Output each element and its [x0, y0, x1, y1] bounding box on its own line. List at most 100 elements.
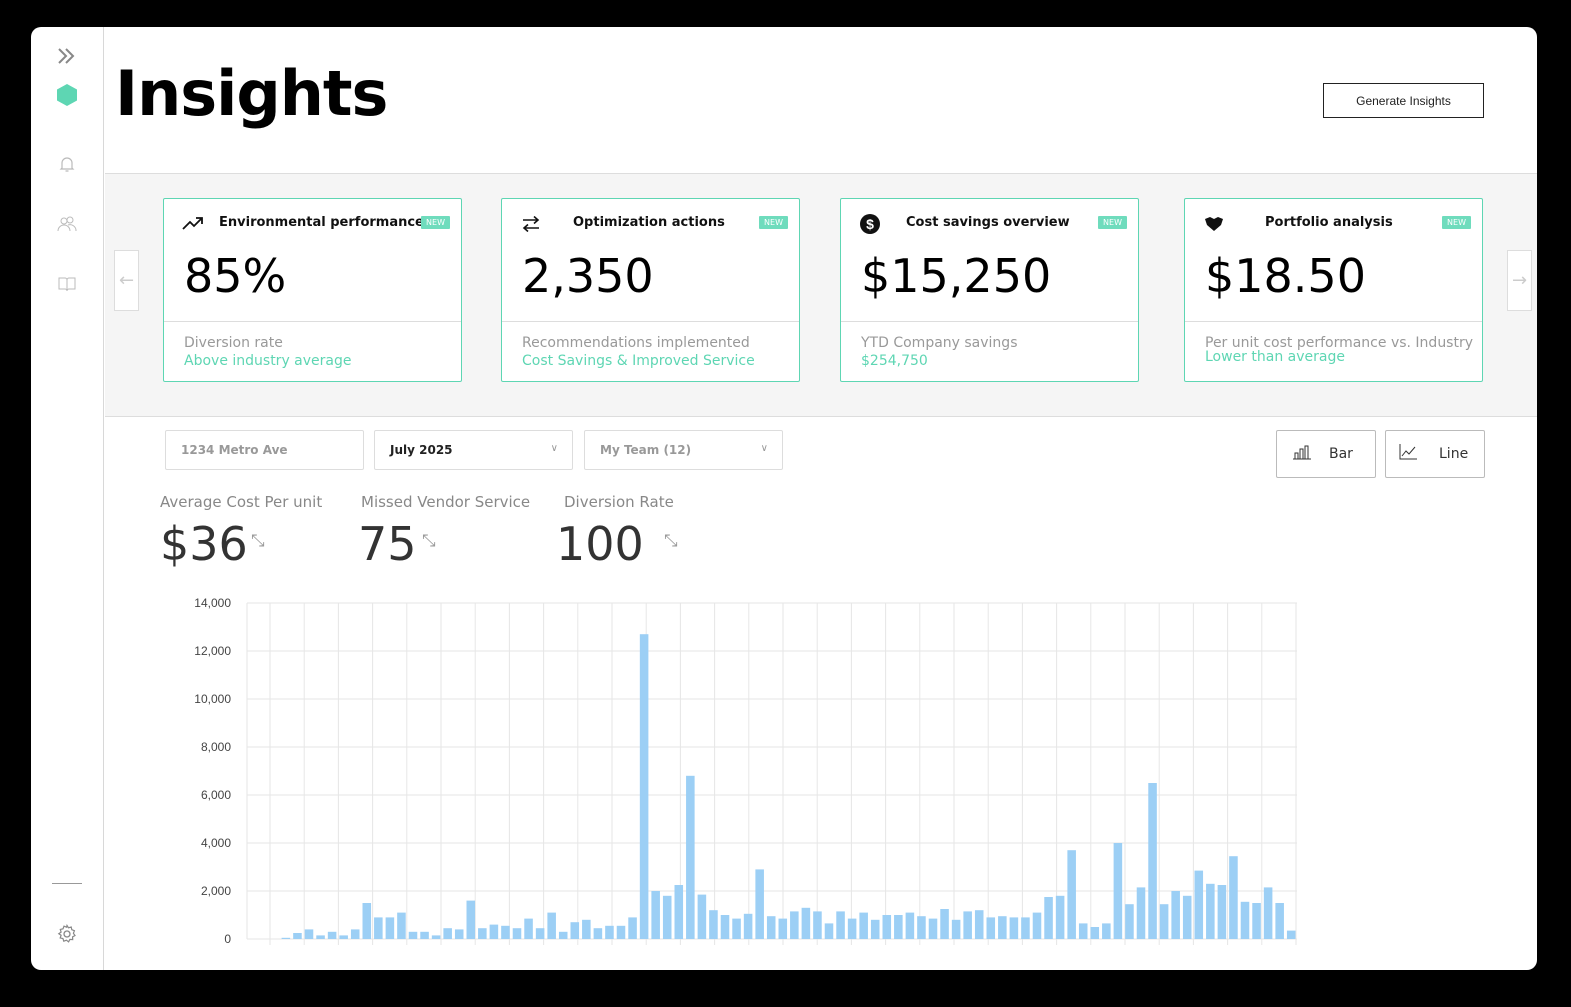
insight-card-portfolio[interactable]: Portfolio analysis NEW $18.50 Per unit c… [1184, 198, 1483, 382]
card-divider [841, 321, 1138, 322]
bar [720, 915, 730, 939]
y-tick-label: 2,000 [201, 884, 231, 898]
card-value: 2,350 [522, 249, 654, 303]
new-badge: NEW [421, 216, 450, 229]
bar [570, 922, 580, 939]
bar-chart-icon [1293, 444, 1311, 464]
bar [1136, 887, 1146, 939]
bar-label: Bar [1329, 446, 1353, 462]
bar [1125, 904, 1134, 939]
bar [593, 928, 603, 939]
bar [1263, 887, 1273, 939]
bar [374, 917, 383, 939]
bar [697, 894, 707, 939]
bar [501, 925, 510, 939]
users-icon[interactable] [55, 212, 79, 236]
team-select[interactable]: My Team (12) ∨ [584, 430, 783, 470]
bar [1217, 885, 1227, 939]
bar [1032, 912, 1042, 939]
bar [986, 917, 996, 939]
generate-insights-button[interactable]: Generate Insights [1323, 83, 1484, 118]
arrow-left-icon: ← [118, 270, 135, 291]
metric-label: Average Cost Per unit [160, 493, 323, 511]
bar [1252, 903, 1261, 939]
bar [928, 918, 938, 939]
bar [766, 916, 776, 939]
card-value: 85% [184, 249, 287, 303]
trending-up-icon [182, 213, 204, 235]
bar [1078, 923, 1088, 939]
bar [512, 928, 522, 939]
card-value: $15,250 [861, 249, 1052, 303]
bar [397, 912, 406, 939]
bar [790, 911, 799, 939]
carousel-prev-button[interactable]: ← [114, 250, 139, 311]
bar [489, 924, 499, 939]
bar [1229, 856, 1238, 939]
metric-value: $36 [160, 517, 248, 571]
y-tick-label: 6,000 [201, 788, 231, 802]
bar [1102, 923, 1111, 939]
insight-card-cost-savings[interactable]: $ Cost savings overview NEW $15,250 YTD … [840, 198, 1139, 382]
card-subtitle: Recommendations implemented [522, 335, 750, 351]
bar [917, 916, 926, 939]
insight-card-environmental[interactable]: Environmental performance NEW 85% Divers… [163, 198, 462, 382]
line-chart-icon [1399, 444, 1417, 464]
card-subtitle: Diversion rate [184, 335, 283, 351]
bar [813, 911, 822, 939]
y-tick-label: 14,000 [194, 596, 231, 610]
bar [1194, 870, 1204, 939]
bar [420, 931, 429, 939]
bar [1206, 883, 1215, 939]
bar [662, 895, 672, 939]
card-divider [1185, 321, 1482, 322]
chevron-down-icon: ∨ [550, 443, 558, 454]
arrow-right-icon: → [1511, 270, 1528, 291]
logo-hexagon-icon[interactable] [55, 83, 79, 107]
bar [524, 918, 533, 939]
bar [639, 634, 649, 939]
dollar-circle-icon: $ [859, 213, 881, 235]
bar [755, 869, 764, 939]
metric-label: Diversion Rate [564, 493, 674, 511]
bar-chart-toggle[interactable]: Bar [1276, 430, 1376, 478]
bar [408, 931, 418, 939]
new-badge: NEW [759, 216, 788, 229]
card-accent-text: $254,750 [861, 353, 928, 369]
carousel-next-button[interactable]: → [1507, 250, 1532, 311]
month-select[interactable]: July 2025 ∨ [374, 430, 573, 470]
bar [304, 929, 314, 939]
insight-card-optimization[interactable]: Optimization actions NEW 2,350 Recommend… [501, 198, 800, 382]
bar [824, 923, 834, 939]
bar [1275, 903, 1284, 939]
card-subtitle: YTD Company savings [861, 335, 1018, 351]
metric-value: 100 [556, 517, 644, 571]
bar [905, 912, 915, 939]
bar [535, 928, 545, 939]
month-value: July 2025 [390, 443, 453, 457]
bar [732, 918, 741, 939]
swap-arrows-icon [520, 213, 542, 235]
gear-icon[interactable] [55, 922, 79, 946]
bar [651, 891, 660, 939]
bar [339, 935, 348, 939]
bar [1240, 901, 1250, 939]
bar [628, 917, 637, 939]
handshake-icon [1203, 213, 1225, 235]
new-badge: NEW [1098, 216, 1127, 229]
expand-icon[interactable] [55, 44, 79, 68]
bell-icon[interactable] [55, 152, 79, 176]
bar [350, 929, 360, 939]
bar [882, 915, 892, 939]
expand-arrows-icon[interactable]: ⤡ [664, 531, 678, 551]
location-input[interactable]: 1234 Metro Ave [165, 430, 364, 470]
book-icon[interactable] [55, 272, 79, 296]
expand-arrows-icon[interactable]: ⤡ [422, 531, 436, 551]
bar [385, 917, 395, 939]
y-tick-label: 8,000 [201, 740, 231, 754]
bar [1171, 891, 1180, 939]
bar [547, 912, 556, 939]
line-chart-toggle[interactable]: Line [1385, 430, 1485, 478]
bar [431, 935, 441, 939]
expand-arrows-icon[interactable]: ⤡ [251, 531, 265, 551]
